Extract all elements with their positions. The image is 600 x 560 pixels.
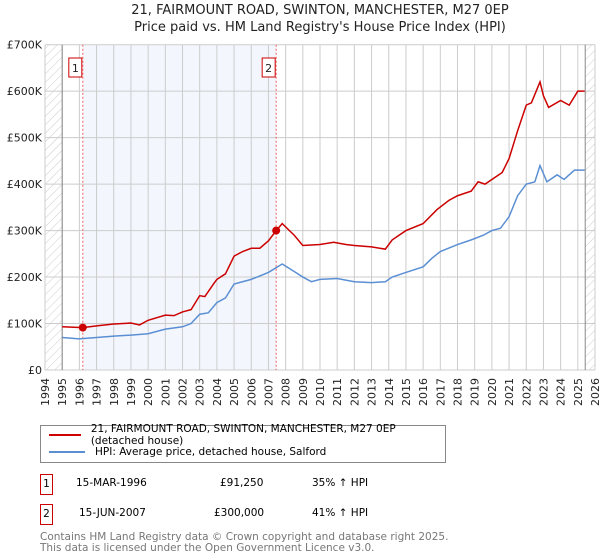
x-tick-label: 2019 <box>469 378 482 406</box>
sale-date: 15-JUN-2007 <box>79 507 146 519</box>
sale-date: 15-MAR-1996 <box>76 477 147 489</box>
x-tick-label: 2024 <box>555 378 568 406</box>
hatched-region-right <box>585 44 595 370</box>
hatched-region-left <box>45 44 63 370</box>
chart-subtitle: Price paid vs. HM Land Registry's House … <box>134 20 506 35</box>
sale-row: 1 15-MAR-1996 £91,250 35% ↑ HPI <box>40 474 440 495</box>
sale-label-box <box>68 57 83 78</box>
legend-swatch <box>49 434 81 436</box>
x-tick-label: 2006 <box>245 378 258 406</box>
sale-price: £300,000 <box>214 507 265 519</box>
x-tick-label: 2005 <box>228 378 241 406</box>
x-tick-label: 2016 <box>417 378 430 406</box>
x-tick-label: 2014 <box>383 378 396 406</box>
sale-label-box <box>261 57 276 78</box>
series-line <box>62 79 585 329</box>
x-tick-label: 1999 <box>125 378 138 406</box>
x-tick-label: 2022 <box>520 378 533 406</box>
x-tick-label: 2013 <box>366 378 379 406</box>
x-tick-label: 2011 <box>331 378 344 406</box>
x-tick-label: 2023 <box>537 378 550 406</box>
legend: 21, FAIRMOUNT ROAD, SWINTON, MANCHESTER,… <box>40 423 446 463</box>
x-tick-label: 2018 <box>452 378 465 406</box>
plot-area: 1994 1995 1996 1997 1998 1999 2000 2001 2002 2003… <box>7 39 600 406</box>
x-tick-label: 2021 <box>503 378 516 406</box>
y-tick-label: £700K <box>7 39 43 52</box>
y-tick-label: £100K <box>7 318 43 331</box>
sale-label: 1 <box>72 62 79 75</box>
sale-hpi: 41% ↑ HPI <box>312 507 369 519</box>
y-tick-label: £0 <box>28 364 42 377</box>
x-tick-label: 2012 <box>348 378 361 406</box>
ownership-band <box>82 44 277 370</box>
x-tick-label: 1994 <box>39 378 52 406</box>
legend-item-hpi: HPI: Average price, detached house, Salf… <box>49 444 326 460</box>
sale-label: 2 <box>265 62 272 75</box>
x-tick-label: 2002 <box>177 378 190 406</box>
sale-point <box>78 323 87 332</box>
x-tick-label: 1998 <box>108 378 121 406</box>
y-tick-label: £200K <box>7 271 43 284</box>
x-tick-label: 2007 <box>262 378 275 406</box>
legend-label: HPI: Average price, detached house, Salf… <box>95 446 327 458</box>
x-tick-label: 2020 <box>486 378 499 406</box>
x-tick-label: 2000 <box>142 378 155 406</box>
x-tick-label: 2008 <box>280 378 293 406</box>
x-tick-label: 1996 <box>73 378 86 406</box>
x-tick-label: 2001 <box>159 378 172 406</box>
y-tick-label: £300K <box>7 225 43 238</box>
x-tick-label: 2003 <box>194 378 207 406</box>
x-tick-label: 2010 <box>314 378 327 406</box>
y-tick-label: £500K <box>7 132 43 145</box>
x-tick-label: 2009 <box>297 378 310 406</box>
y-tick-label: £600K <box>7 85 43 98</box>
x-tick-label: 1995 <box>56 378 69 406</box>
sale-row: 2 15-JUN-2007 £300,000 41% ↑ HPI <box>40 504 440 525</box>
x-tick-label: 2025 <box>572 378 585 406</box>
x-tick-label: 1997 <box>91 378 104 406</box>
legend-swatch <box>49 451 85 453</box>
footer-licence: This data is licensed under the Open Gov… <box>40 542 375 554</box>
legend-item-property: 21, FAIRMOUNT ROAD, SWINTON, MANCHESTER,… <box>49 423 445 447</box>
chart-title: 21, FAIRMOUNT ROAD, SWINTON, MANCHESTER,… <box>131 3 509 18</box>
y-tick-label: £400K <box>7 178 43 191</box>
series-line <box>62 163 585 340</box>
x-tick-label: 2004 <box>211 378 224 406</box>
x-tick-label: 2017 <box>434 378 447 406</box>
sale-badge: 2 <box>40 504 53 525</box>
sale-point <box>272 226 281 235</box>
legend-label: 21, FAIRMOUNT ROAD, SWINTON, MANCHESTER,… <box>90 423 396 447</box>
sale-price: £91,250 <box>220 477 264 489</box>
x-tick-label: 2026 <box>589 378 600 406</box>
sale-hpi: 35% ↑ HPI <box>312 477 369 489</box>
x-tick-label: 2015 <box>400 378 413 406</box>
footer-copyright: Contains HM Land Registry data © Crown c… <box>40 531 449 543</box>
sale-badge: 1 <box>40 474 53 495</box>
